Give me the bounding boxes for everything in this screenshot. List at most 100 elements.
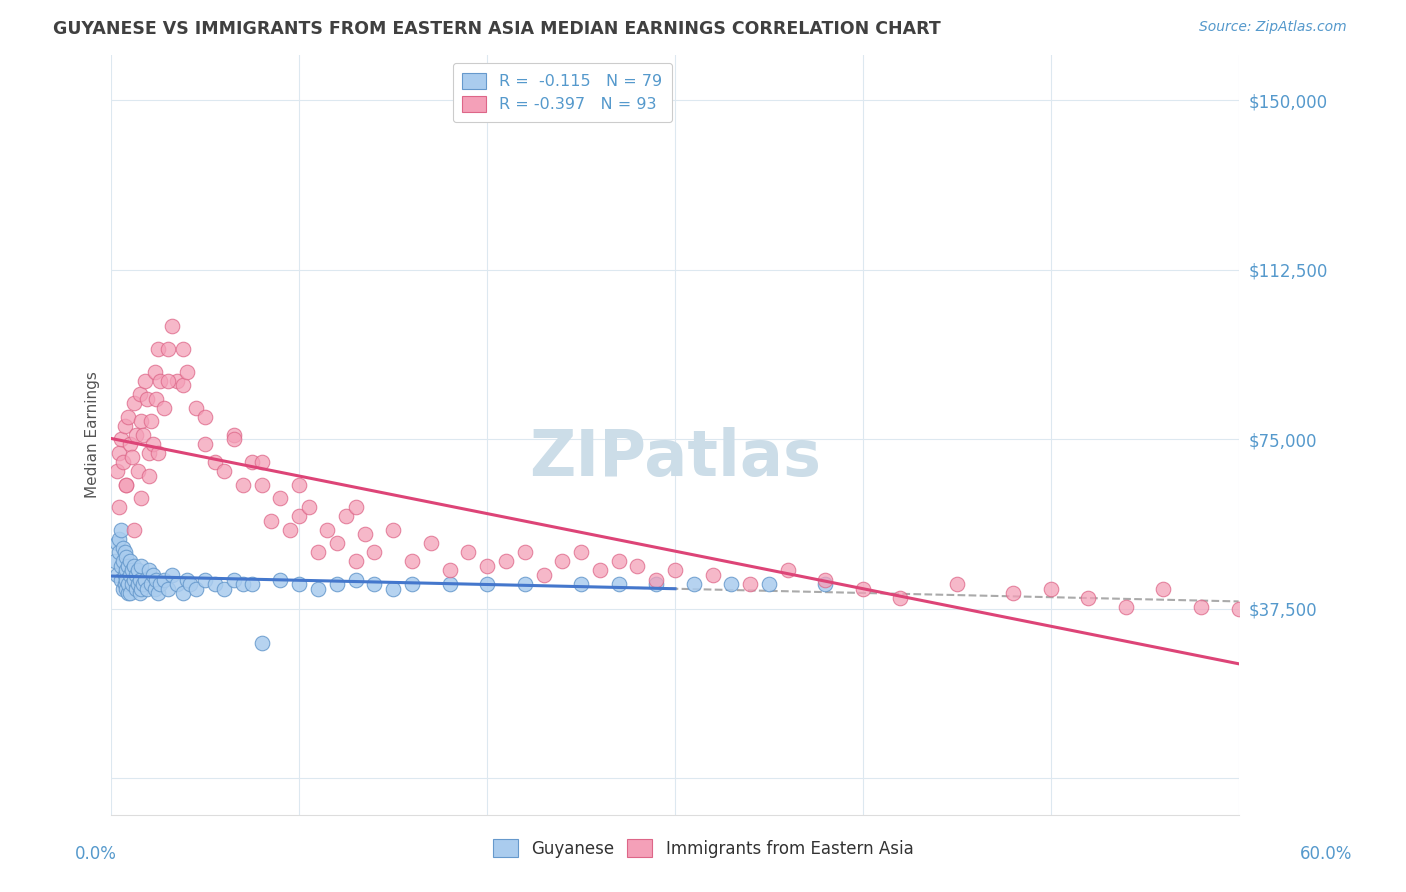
Point (307, 582, 329, 596)
Point (125, 427, 148, 442)
Point (115, 477, 138, 491)
Point (115, 564, 138, 578)
Point (148, 342, 170, 356)
Point (111, 582, 134, 596)
Point (232, 477, 254, 491)
Point (240, 577, 263, 591)
Point (117, 577, 139, 591)
Point (495, 554, 517, 568)
Point (513, 545, 536, 559)
Point (776, 564, 799, 578)
Point (682, 577, 704, 591)
Point (179, 577, 201, 591)
Point (533, 568, 555, 582)
Point (134, 374, 156, 388)
Point (607, 554, 630, 568)
Y-axis label: Median Earnings: Median Earnings (86, 371, 100, 499)
Point (110, 573, 132, 587)
Point (143, 365, 166, 379)
Point (117, 586, 139, 600)
Point (758, 577, 780, 591)
Point (145, 573, 167, 587)
Point (1115, 599, 1137, 614)
Point (176, 365, 198, 379)
Point (194, 437, 217, 451)
Point (172, 586, 194, 600)
Point (111, 554, 134, 568)
Point (160, 319, 183, 334)
Point (114, 577, 136, 591)
Point (131, 582, 153, 596)
Point (363, 577, 385, 591)
Point (176, 573, 198, 587)
Point (138, 564, 160, 578)
Point (1227, 602, 1250, 616)
Point (105, 464, 128, 478)
Point (108, 545, 131, 559)
Point (132, 577, 155, 591)
Point (344, 573, 367, 587)
Point (1039, 582, 1062, 596)
Point (115, 582, 138, 596)
Point (127, 464, 149, 478)
Point (117, 558, 139, 573)
Point (138, 446, 160, 460)
Point (115, 573, 138, 587)
Point (344, 500, 367, 515)
Point (250, 477, 273, 491)
Point (1153, 582, 1175, 596)
Point (240, 455, 263, 469)
Point (108, 446, 131, 460)
Point (212, 464, 235, 478)
Point (382, 523, 405, 537)
Point (160, 568, 183, 582)
Point (114, 418, 136, 433)
Point (117, 409, 139, 424)
Point (852, 582, 875, 596)
Point (401, 554, 423, 568)
Point (250, 636, 273, 650)
Point (626, 558, 648, 573)
Point (889, 591, 911, 605)
Point (136, 392, 159, 406)
Point (153, 573, 176, 587)
Point (149, 577, 172, 591)
Point (269, 573, 291, 587)
Point (128, 573, 150, 587)
Point (131, 414, 153, 428)
Point (115, 549, 138, 564)
Point (148, 446, 170, 460)
Point (142, 437, 165, 451)
Point (1002, 586, 1025, 600)
Point (194, 409, 217, 424)
Point (607, 577, 630, 591)
Legend: R =  -0.115   N = 79, R = -0.397   N = 93: R = -0.115 N = 79, R = -0.397 N = 93 (453, 63, 672, 122)
Point (222, 427, 245, 442)
Point (110, 523, 132, 537)
Point (142, 568, 165, 582)
Point (166, 577, 188, 591)
Point (143, 582, 166, 596)
Point (720, 577, 742, 591)
Point (122, 558, 145, 573)
Point (204, 577, 226, 591)
Point (121, 564, 143, 578)
Point (111, 455, 134, 469)
Point (475, 558, 498, 573)
Point (457, 545, 479, 559)
Text: ZIPatlas: ZIPatlas (529, 426, 821, 489)
Point (110, 558, 132, 573)
Point (132, 427, 155, 442)
Legend: Guyanese, Immigrants from Eastern Asia: Guyanese, Immigrants from Eastern Asia (482, 830, 924, 868)
Point (1077, 591, 1099, 605)
Point (401, 577, 423, 591)
Point (122, 396, 145, 410)
Point (184, 582, 207, 596)
Point (172, 378, 194, 392)
Point (232, 577, 254, 591)
Point (288, 509, 311, 524)
Text: 60.0%: 60.0% (1299, 845, 1353, 863)
Point (115, 477, 138, 491)
Point (128, 387, 150, 401)
Point (110, 433, 132, 447)
